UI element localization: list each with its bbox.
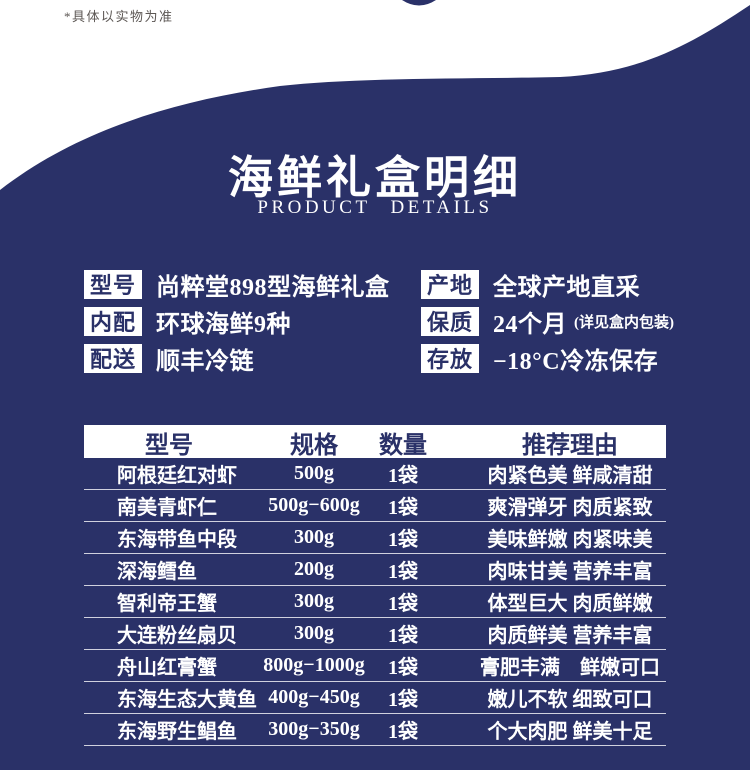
spec-row-origin: 产地 全球产地直采 bbox=[421, 269, 674, 301]
cell-quantity: 1袋 bbox=[388, 561, 418, 583]
cell-spec: 200g bbox=[294, 558, 334, 580]
cell-product-name: 舟山红膏蟹 bbox=[117, 657, 217, 679]
cell-quantity: 1袋 bbox=[388, 689, 418, 711]
column-header-spec: 规格 bbox=[290, 433, 338, 459]
cell-reason: 膏肥丰满 鲜嫩可口 bbox=[480, 657, 660, 679]
spec-row-delivery: 配送 顺丰冷链 bbox=[84, 343, 390, 375]
table-row: 舟山红膏蟹 800g−1000g 1袋 膏肥丰满 鲜嫩可口 bbox=[84, 650, 666, 682]
cell-reason: 肉味甘美 营养丰富 bbox=[487, 561, 653, 583]
cell-reason: 美味鲜嫩 肉紧味美 bbox=[487, 529, 653, 551]
cell-quantity: 1袋 bbox=[388, 721, 418, 743]
cell-quantity: 1袋 bbox=[388, 497, 418, 519]
diamond-tip-icon bbox=[402, 0, 436, 6]
product-table: 型号 规格 数量 推荐理由 阿根廷红对虾 500g 1袋 肉紧色美 鲜咸清甜 南… bbox=[84, 425, 666, 746]
page-subtitle: PRODUCT DETAILS bbox=[257, 197, 493, 218]
cell-quantity: 1袋 bbox=[388, 625, 418, 647]
table-row: 阿根廷红对虾 500g 1袋 肉紧色美 鲜咸清甜 bbox=[84, 458, 666, 490]
spec-value: 24个月 bbox=[493, 311, 567, 338]
cell-spec: 500g−600g bbox=[268, 494, 360, 516]
spec-label-badge: 存放 bbox=[421, 343, 479, 373]
table-header-row: 型号 规格 数量 推荐理由 bbox=[84, 425, 666, 459]
table-row: 大连粉丝扇贝 300g 1袋 肉质鲜美 营养丰富 bbox=[84, 618, 666, 650]
table-row: 南美青虾仁 500g−600g 1袋 爽滑弹牙 肉质紧致 bbox=[84, 490, 666, 522]
column-header-reason: 推荐理由 bbox=[522, 433, 618, 459]
cell-quantity: 1袋 bbox=[388, 593, 418, 615]
column-header-model: 型号 bbox=[145, 433, 193, 459]
spec-row-contents: 内配 环球海鲜9种 bbox=[84, 306, 390, 338]
cell-product-name: 智利帝王蟹 bbox=[117, 593, 217, 615]
spec-row-shelf-life: 保质 24个月 (详见盒内包装) bbox=[421, 306, 674, 338]
cell-spec: 800g−1000g bbox=[263, 654, 365, 676]
spec-value: −18°C冷冻保存 bbox=[493, 348, 659, 375]
cell-spec: 300g bbox=[294, 526, 334, 548]
cell-product-name: 东海生态大黄鱼 bbox=[117, 689, 257, 711]
spec-label-badge: 配送 bbox=[84, 343, 142, 373]
spec-label-badge: 保质 bbox=[421, 306, 479, 336]
page-title: 海鲜礼盒明细 bbox=[227, 153, 522, 203]
cell-quantity: 1袋 bbox=[388, 529, 418, 551]
disclaimer-note: *具体以实物为准 bbox=[64, 9, 174, 24]
table-row: 深海鳕鱼 200g 1袋 肉味甘美 营养丰富 bbox=[84, 554, 666, 586]
spec-value: 尚粹堂898型海鲜礼盒 bbox=[156, 274, 390, 301]
cell-reason: 肉紧色美 鲜咸清甜 bbox=[487, 465, 653, 487]
table-row: 东海生态大黄鱼 400g−450g 1袋 嫩儿不软 细致可口 bbox=[84, 682, 666, 714]
table-row: 东海带鱼中段 300g 1袋 美味鲜嫩 肉紧味美 bbox=[84, 522, 666, 554]
spec-row-model: 型号 尚粹堂898型海鲜礼盒 bbox=[84, 269, 390, 301]
cell-product-name: 大连粉丝扇贝 bbox=[117, 625, 237, 647]
spec-label-badge: 产地 bbox=[421, 269, 479, 299]
cell-reason: 嫩儿不软 细致可口 bbox=[487, 689, 653, 711]
navy-wave-shape bbox=[0, 5, 750, 770]
spec-value-note: (详见盒内包装) bbox=[574, 314, 674, 331]
table-row: 东海野生鲳鱼 300g−350g 1袋 个大肉肥 鲜美十足 bbox=[84, 714, 666, 746]
cell-reason: 个大肉肥 鲜美十足 bbox=[487, 721, 653, 743]
column-header-quantity: 数量 bbox=[379, 433, 427, 459]
cell-spec: 300g bbox=[294, 590, 334, 612]
cell-reason: 肉质鲜美 营养丰富 bbox=[487, 625, 653, 647]
spec-label-badge: 内配 bbox=[84, 306, 142, 336]
cell-reason: 体型巨大 肉质鲜嫩 bbox=[487, 593, 653, 615]
cell-spec: 500g bbox=[294, 462, 334, 484]
spec-value: 全球产地直采 bbox=[493, 274, 640, 301]
cell-spec: 400g−450g bbox=[268, 686, 360, 708]
spec-row-storage: 存放 −18°C冷冻保存 bbox=[421, 343, 674, 375]
cell-product-name: 东海野生鲳鱼 bbox=[117, 721, 237, 743]
cell-reason: 爽滑弹牙 肉质紧致 bbox=[487, 497, 653, 519]
cell-quantity: 1袋 bbox=[388, 657, 418, 679]
cell-product-name: 东海带鱼中段 bbox=[117, 529, 237, 551]
cell-spec: 300g bbox=[294, 622, 334, 644]
spec-column-right: 产地 全球产地直采 保质 24个月 (详见盒内包装) 存放 −18°C冷冻保存 bbox=[421, 269, 674, 380]
cell-product-name: 深海鳕鱼 bbox=[117, 561, 197, 583]
spec-column-left: 型号 尚粹堂898型海鲜礼盒 内配 环球海鲜9种 配送 顺丰冷链 bbox=[84, 269, 390, 380]
cell-spec: 300g−350g bbox=[268, 718, 360, 740]
spec-value: 环球海鲜9种 bbox=[156, 311, 291, 338]
cell-product-name: 阿根廷红对虾 bbox=[117, 465, 237, 487]
spec-label-badge: 型号 bbox=[84, 269, 142, 299]
table-row: 智利帝王蟹 300g 1袋 体型巨大 肉质鲜嫩 bbox=[84, 586, 666, 618]
cell-product-name: 南美青虾仁 bbox=[117, 497, 217, 519]
cell-quantity: 1袋 bbox=[388, 465, 418, 487]
spec-value: 顺丰冷链 bbox=[156, 348, 254, 375]
